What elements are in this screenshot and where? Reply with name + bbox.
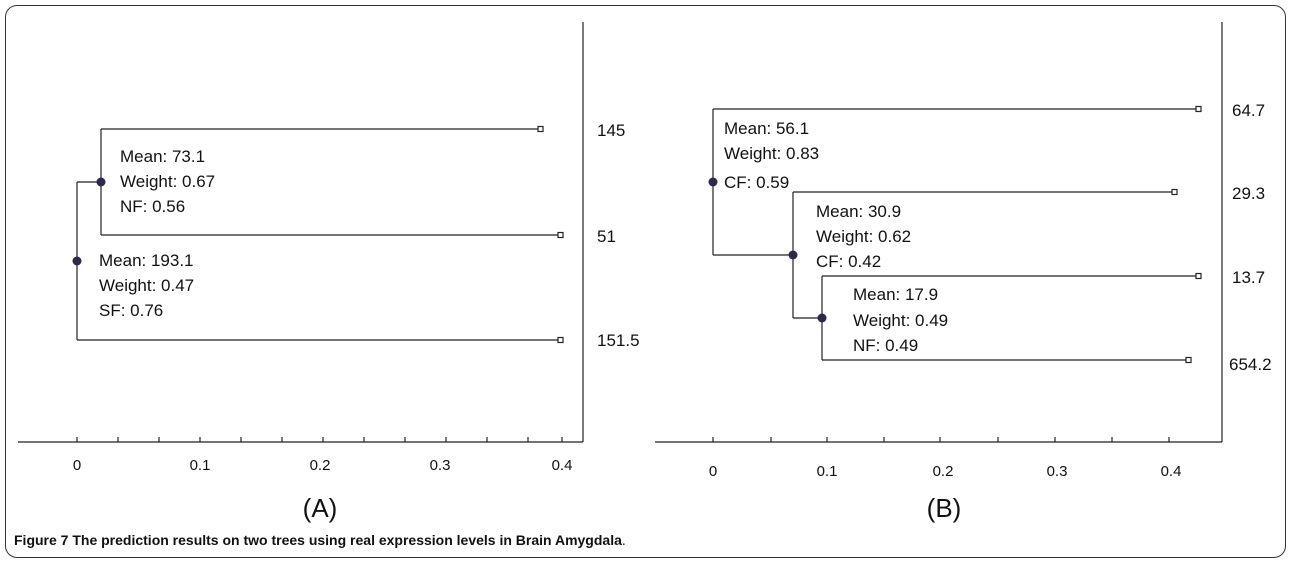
tick-label: 0 [73,457,81,474]
tick-label: 0.3 [1047,463,1068,480]
leaf-value-label: 654.2 [1229,355,1272,374]
leaf-value-label: 151.5 [597,331,640,350]
tick-label: 0.4 [552,457,573,474]
node-mean-label: Mean: 73.1 [120,147,205,166]
tick-label: 0.1 [817,463,838,480]
node-weight-label: Weight: 0.83 [724,144,819,163]
panel-a-tick-labels: 0 0.1 0.2 0.3 0.4 [73,457,573,474]
panel-b-ticks [712,437,1170,442]
panel-label: (B) [927,493,962,523]
tick-label: 0.4 [1161,463,1182,480]
panel-b [655,22,1223,443]
node-dot [708,177,718,187]
node-mean-label: Mean: 30.9 [816,202,901,221]
leaf-value-label: 13.7 [1232,268,1265,287]
caption-bold: Figure 7 The prediction results on two t… [14,532,622,548]
leaf-marker [1185,356,1192,364]
panel-b-branches [712,108,1196,361]
panel-a-branches [76,128,558,341]
node-dot [72,256,82,266]
figure-frame [5,5,1286,558]
node-factor-label: SF: 0.76 [99,301,163,320]
node-weight-label: Weight: 0.67 [120,172,215,191]
panel-b-tick-labels: 0 0.1 0.2 0.3 0.4 [709,463,1182,480]
leaf-marker [557,231,564,239]
node-factor-label: CF: 0.59 [724,173,789,192]
node-factor-label: NF: 0.49 [853,336,918,355]
tick-label: 0 [709,463,717,480]
node-dot [96,177,106,187]
node-dot [817,313,827,323]
leaf-value-label: 64.7 [1232,101,1265,120]
leaf-marker [1195,105,1202,113]
tick-label: 0.2 [310,457,331,474]
panel-a-node-inner-label: Mean: 73.1 Weight: 0.67 NF: 0.56 [120,147,215,216]
node-factor-label: CF: 0.42 [816,252,881,271]
panel-b-node-root-label: Mean: 56.1 Weight: 0.83 CF: 0.59 [724,119,819,192]
node-factor-label: NF: 0.56 [120,197,185,216]
node-weight-label: Weight: 0.62 [816,227,911,246]
leaf-value-label: 145 [597,121,625,140]
leaf-value-label: 29.3 [1232,184,1265,203]
leaf-marker [557,336,564,344]
leaf-marker [1171,188,1178,196]
caption-tail: . [621,532,626,548]
node-dot [788,250,798,260]
panel-a-node-root-label: Mean: 193.1 Weight: 0.47 SF: 0.76 [99,251,194,320]
node-mean-label: Mean: 193.1 [99,251,194,270]
panel-b-node-mid-label: Mean: 30.9 Weight: 0.62 CF: 0.42 [816,202,911,271]
panel-a [18,22,584,443]
panel-label: (A) [303,493,338,523]
leaf-marker [1195,272,1202,280]
node-weight-label: Weight: 0.47 [99,276,194,295]
node-mean-label: Mean: 56.1 [724,119,809,138]
tick-label: 0.1 [190,457,211,474]
panel-b-node-low-label: Mean: 17.9 Weight: 0.49 NF: 0.49 [853,285,948,355]
node-mean-label: Mean: 17.9 [853,285,938,304]
panel-a-ticks [76,437,563,442]
leaf-value-label: 51 [597,227,616,246]
node-weight-label: Weight: 0.49 [853,311,948,330]
tick-label: 0.3 [430,457,451,474]
figure-caption: Figure 7 The prediction results on two t… [14,532,1274,548]
tick-label: 0.2 [933,463,954,480]
leaf-marker [537,125,544,133]
